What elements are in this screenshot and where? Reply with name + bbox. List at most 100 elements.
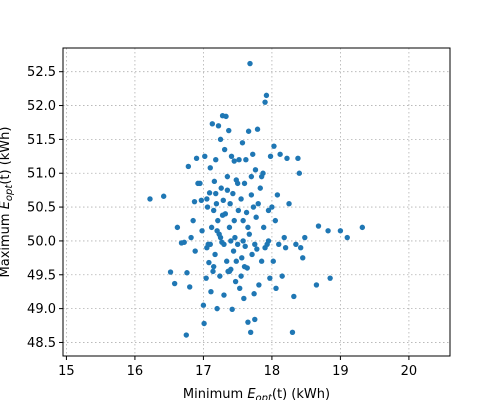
scatter-point (286, 201, 291, 206)
scatter-point (256, 201, 261, 206)
scatter-point (252, 317, 257, 322)
y-tick-label: 50.0 (27, 234, 56, 249)
scatter-point (283, 245, 288, 250)
y-tick-label: 52.5 (27, 65, 56, 80)
x-tick-label: 17 (195, 364, 212, 379)
scatter-point (251, 291, 256, 296)
scatter-point (229, 307, 234, 312)
scatter-point (186, 164, 191, 169)
scatter-point (215, 218, 220, 223)
scatter-point (290, 330, 295, 335)
scatter-point (235, 181, 240, 186)
scatter-point (210, 269, 215, 274)
scatter-point (232, 218, 237, 223)
scatter-point (203, 275, 208, 280)
scatter-point (247, 61, 252, 66)
scatter-point (199, 198, 204, 203)
scatter-point (208, 165, 213, 170)
scatter-point (211, 264, 216, 269)
scatter-point (221, 242, 226, 247)
scatter-point (204, 196, 209, 201)
scatter-point (235, 242, 240, 247)
scatter-point (264, 93, 269, 98)
scatter-point (207, 190, 212, 195)
scatter-point (212, 179, 217, 184)
scatter-points (147, 61, 365, 338)
scatter-point (218, 235, 223, 240)
scatter-point (240, 238, 245, 243)
scatter-point (276, 242, 281, 247)
scatter-point (291, 294, 296, 299)
scatter-point (240, 140, 245, 145)
scatter-point (220, 213, 225, 218)
scatter-point (302, 235, 307, 240)
scatter-point (242, 264, 247, 269)
scatter-point (300, 255, 305, 260)
scatter-point (253, 215, 258, 220)
y-tick-label: 48.5 (27, 336, 56, 351)
scatter-point (279, 273, 284, 278)
scatter-point (256, 282, 261, 287)
scatter-point (250, 152, 255, 157)
scatter-point (249, 252, 254, 257)
scatter-point (217, 273, 222, 278)
y-tick-label: 49.5 (27, 268, 56, 283)
scatter-point (267, 275, 272, 280)
y-tick-label: 50.5 (27, 201, 56, 216)
scatter-point (187, 284, 192, 289)
scatter-point (214, 306, 219, 311)
x-axis-label-suffix: (t) (kWh) (272, 387, 330, 400)
x-axis-label-prefix: Minimum (183, 387, 247, 400)
scatter-point (236, 157, 241, 162)
x-tick-label: 19 (332, 364, 349, 379)
scatter-point (271, 259, 276, 264)
scatter-point (218, 137, 223, 142)
scatter-point (266, 238, 271, 243)
scatter-point (234, 259, 239, 264)
scatter-point (192, 248, 197, 253)
scatter-point (225, 187, 230, 192)
scatter-point (240, 218, 245, 223)
y-tick-label: 52.0 (27, 99, 56, 114)
scatter-point (252, 242, 257, 247)
scatter-point (345, 235, 350, 240)
scatter-point (201, 321, 206, 326)
scatter-point (314, 282, 319, 287)
scatter-point (275, 192, 280, 197)
x-axis-label: Minimum Eopt(t) (kWh) (183, 387, 330, 400)
scatter-point (271, 143, 276, 148)
scatter-point (208, 289, 213, 294)
scatter-point (230, 191, 235, 196)
scatter-point (247, 231, 252, 236)
scatter-point (282, 235, 287, 240)
scatter-point (182, 240, 187, 245)
scatter-point (168, 269, 173, 274)
scatter-point (259, 174, 264, 179)
scatter-point (226, 128, 231, 133)
y-axis-label: Maximum Eopt(t) (kWh) (0, 127, 15, 278)
scatter-point (273, 218, 278, 223)
scatter-point (175, 225, 180, 230)
x-tick-label: 16 (127, 364, 144, 379)
y-tick-label: 51.5 (27, 133, 56, 148)
scatter-point (224, 259, 229, 264)
scatter-point (338, 228, 343, 233)
scatter-point (184, 270, 189, 275)
scatter-point (206, 260, 211, 265)
scatter-point (190, 218, 195, 223)
scatter-point (208, 242, 213, 247)
scatter-point (269, 204, 274, 209)
scatter-point (246, 129, 251, 134)
scatter-point (249, 192, 254, 197)
scatter-point (248, 330, 253, 335)
scatter-point (184, 332, 189, 337)
scatter-point (241, 296, 246, 301)
y-axis-label-prefix: Maximum (0, 209, 13, 277)
scatter-point (249, 174, 254, 179)
scatter-point (258, 185, 263, 190)
scatter-point (222, 147, 227, 152)
x-tick-label: 20 (401, 364, 418, 379)
scatter-point (227, 201, 232, 206)
scatter-point (316, 223, 321, 228)
